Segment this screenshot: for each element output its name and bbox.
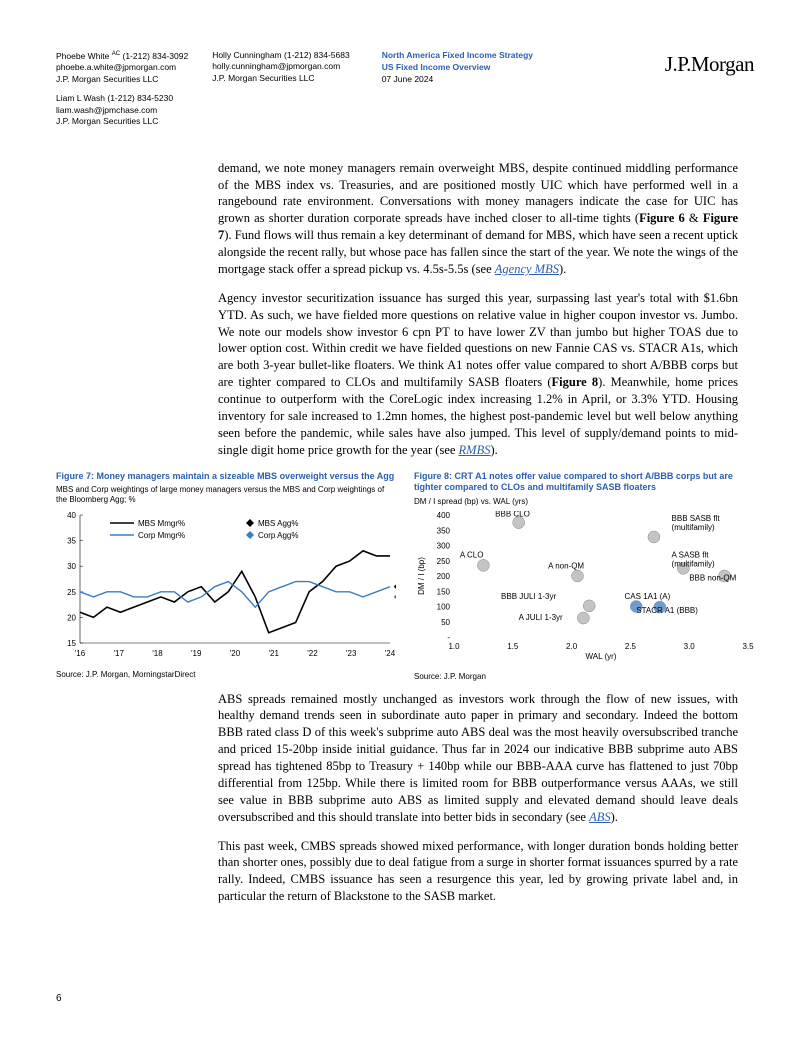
svg-text:1.5: 1.5 <box>507 642 519 651</box>
figure-source: Source: J.P. Morgan <box>414 672 754 683</box>
svg-text:'22: '22 <box>307 649 318 658</box>
svg-text:200: 200 <box>437 572 451 581</box>
doc-region: North America Fixed Income Strategy <box>382 50 533 62</box>
doc-header: North America Fixed Income Strategy US F… <box>382 50 533 134</box>
svg-text:350: 350 <box>437 526 451 535</box>
svg-text:'18: '18 <box>152 649 163 658</box>
svg-text:BBB CLO: BBB CLO <box>495 511 530 519</box>
author-email: phoebe.a.white@jpmorgan.com <box>56 62 188 73</box>
body-paragraph: ABS spreads remained mostly unchanged as… <box>218 691 738 826</box>
figure-title: Figure 7: Money managers maintain a size… <box>56 471 396 483</box>
svg-text:'21: '21 <box>269 649 280 658</box>
svg-text:100: 100 <box>437 602 451 611</box>
svg-text:BBB non-QM: BBB non-QM <box>689 573 736 582</box>
svg-text:'23: '23 <box>346 649 357 658</box>
figure-source: Source: J.P. Morgan, MorningstarDirect <box>56 670 396 681</box>
svg-text:3.0: 3.0 <box>684 642 696 651</box>
figure-subtitle: MBS and Corp weightings of large money m… <box>56 485 396 505</box>
svg-text:25: 25 <box>67 588 76 597</box>
svg-text:40: 40 <box>67 511 76 520</box>
author-email: holly.cunningham@jpmorgan.com <box>212 61 350 72</box>
link-abs[interactable]: ABS <box>589 810 611 824</box>
svg-text:Corp Mmgr%: Corp Mmgr% <box>138 531 185 540</box>
author-name: Liam L Wash (1-212) 834-5230 <box>56 93 188 104</box>
author-block-left: Phoebe White AC (1-212) 834-3092 phoebe.… <box>56 50 533 134</box>
svg-text:A SASB flt: A SASB flt <box>672 551 710 560</box>
svg-text:15: 15 <box>67 639 76 648</box>
svg-text:MBS Mmgr%: MBS Mmgr% <box>138 519 185 528</box>
svg-text:3.5: 3.5 <box>742 642 754 651</box>
svg-text:400: 400 <box>437 511 451 520</box>
svg-text:BBB SASB flt: BBB SASB flt <box>672 514 721 523</box>
svg-text:STACR A1 (BBB): STACR A1 (BBB) <box>636 606 698 615</box>
svg-text:'16: '16 <box>75 649 86 658</box>
svg-text:'19: '19 <box>191 649 202 658</box>
figure-8: Figure 8: CRT A1 notes offer value compa… <box>414 471 754 683</box>
author-org: J.P. Morgan Securities LLC <box>56 74 188 85</box>
svg-text:MBS Agg%: MBS Agg% <box>258 519 298 528</box>
svg-text:150: 150 <box>437 587 451 596</box>
svg-text:35: 35 <box>67 537 76 546</box>
line-chart: 15 20 25 30 35 40 '16 '17 '18 '19 '20 '21 '22 '23 '24 M… <box>56 509 396 659</box>
figure-subtitle: DM / I spread (bp) vs. WAL (yrs) <box>414 497 754 507</box>
page-header: Phoebe White AC (1-212) 834-3092 phoebe.… <box>56 50 754 134</box>
svg-text:A non-QM: A non-QM <box>548 561 584 570</box>
svg-text:300: 300 <box>437 541 451 550</box>
svg-text:'20: '20 <box>230 649 241 658</box>
link-rmbs[interactable]: RMBS <box>459 443 491 457</box>
author-name: Phoebe White AC (1-212) 834-3092 <box>56 50 188 62</box>
svg-text:30: 30 <box>67 562 76 571</box>
body-paragraph: This past week, CMBS spreads showed mixe… <box>218 838 738 906</box>
svg-text:250: 250 <box>437 557 451 566</box>
link-agency-mbs[interactable]: Agency MBS <box>495 262 559 276</box>
svg-text:BBB JULI 1-3yr: BBB JULI 1-3yr <box>501 592 556 601</box>
svg-text:A JULI 1-3yr: A JULI 1-3yr <box>519 613 563 622</box>
doc-date: 07 June 2024 <box>382 74 533 86</box>
doc-title: US Fixed Income Overview <box>382 62 533 74</box>
svg-text:'17: '17 <box>114 649 125 658</box>
author-name: Holly Cunningham (1-212) 834-5683 <box>212 50 350 61</box>
svg-text:-: - <box>447 633 450 642</box>
jpmorgan-logo: J.P.Morgan <box>665 50 754 134</box>
page-number: 6 <box>56 992 62 1006</box>
figure-7: Figure 7: Money managers maintain a size… <box>56 471 396 683</box>
svg-text:A CLO: A CLO <box>460 551 484 560</box>
svg-text:(multifamily): (multifamily) <box>672 523 715 532</box>
svg-text:20: 20 <box>67 614 76 623</box>
svg-text:DM / I (bp): DM / I (bp) <box>417 557 426 595</box>
svg-text:WAL (yr): WAL (yr) <box>586 652 617 661</box>
figure-title: Figure 8: CRT A1 notes offer value compa… <box>414 471 754 494</box>
author-org: J.P. Morgan Securities LLC <box>212 73 350 84</box>
svg-text:'24: '24 <box>385 649 396 658</box>
scatter-chart: - 50 100 150 200 250 300 350 400 1.0 1.5 2.0 2.5 3.0 3… <box>414 511 754 661</box>
body-paragraph: demand, we note money managers remain ov… <box>218 160 738 278</box>
svg-text:50: 50 <box>441 618 450 627</box>
svg-text:1.0: 1.0 <box>448 642 460 651</box>
author-email: liam.wash@jpmchase.com <box>56 105 188 116</box>
svg-text:CAS 1A1 (A): CAS 1A1 (A) <box>625 592 671 601</box>
body-paragraph: Agency investor securitization issuance … <box>218 290 738 459</box>
svg-text:2.0: 2.0 <box>566 642 578 651</box>
svg-text:Corp Agg%: Corp Agg% <box>258 531 298 540</box>
author-org: J.P. Morgan Securities LLC <box>56 116 188 127</box>
svg-text:2.5: 2.5 <box>625 642 637 651</box>
svg-text:(multifamily): (multifamily) <box>672 560 715 569</box>
